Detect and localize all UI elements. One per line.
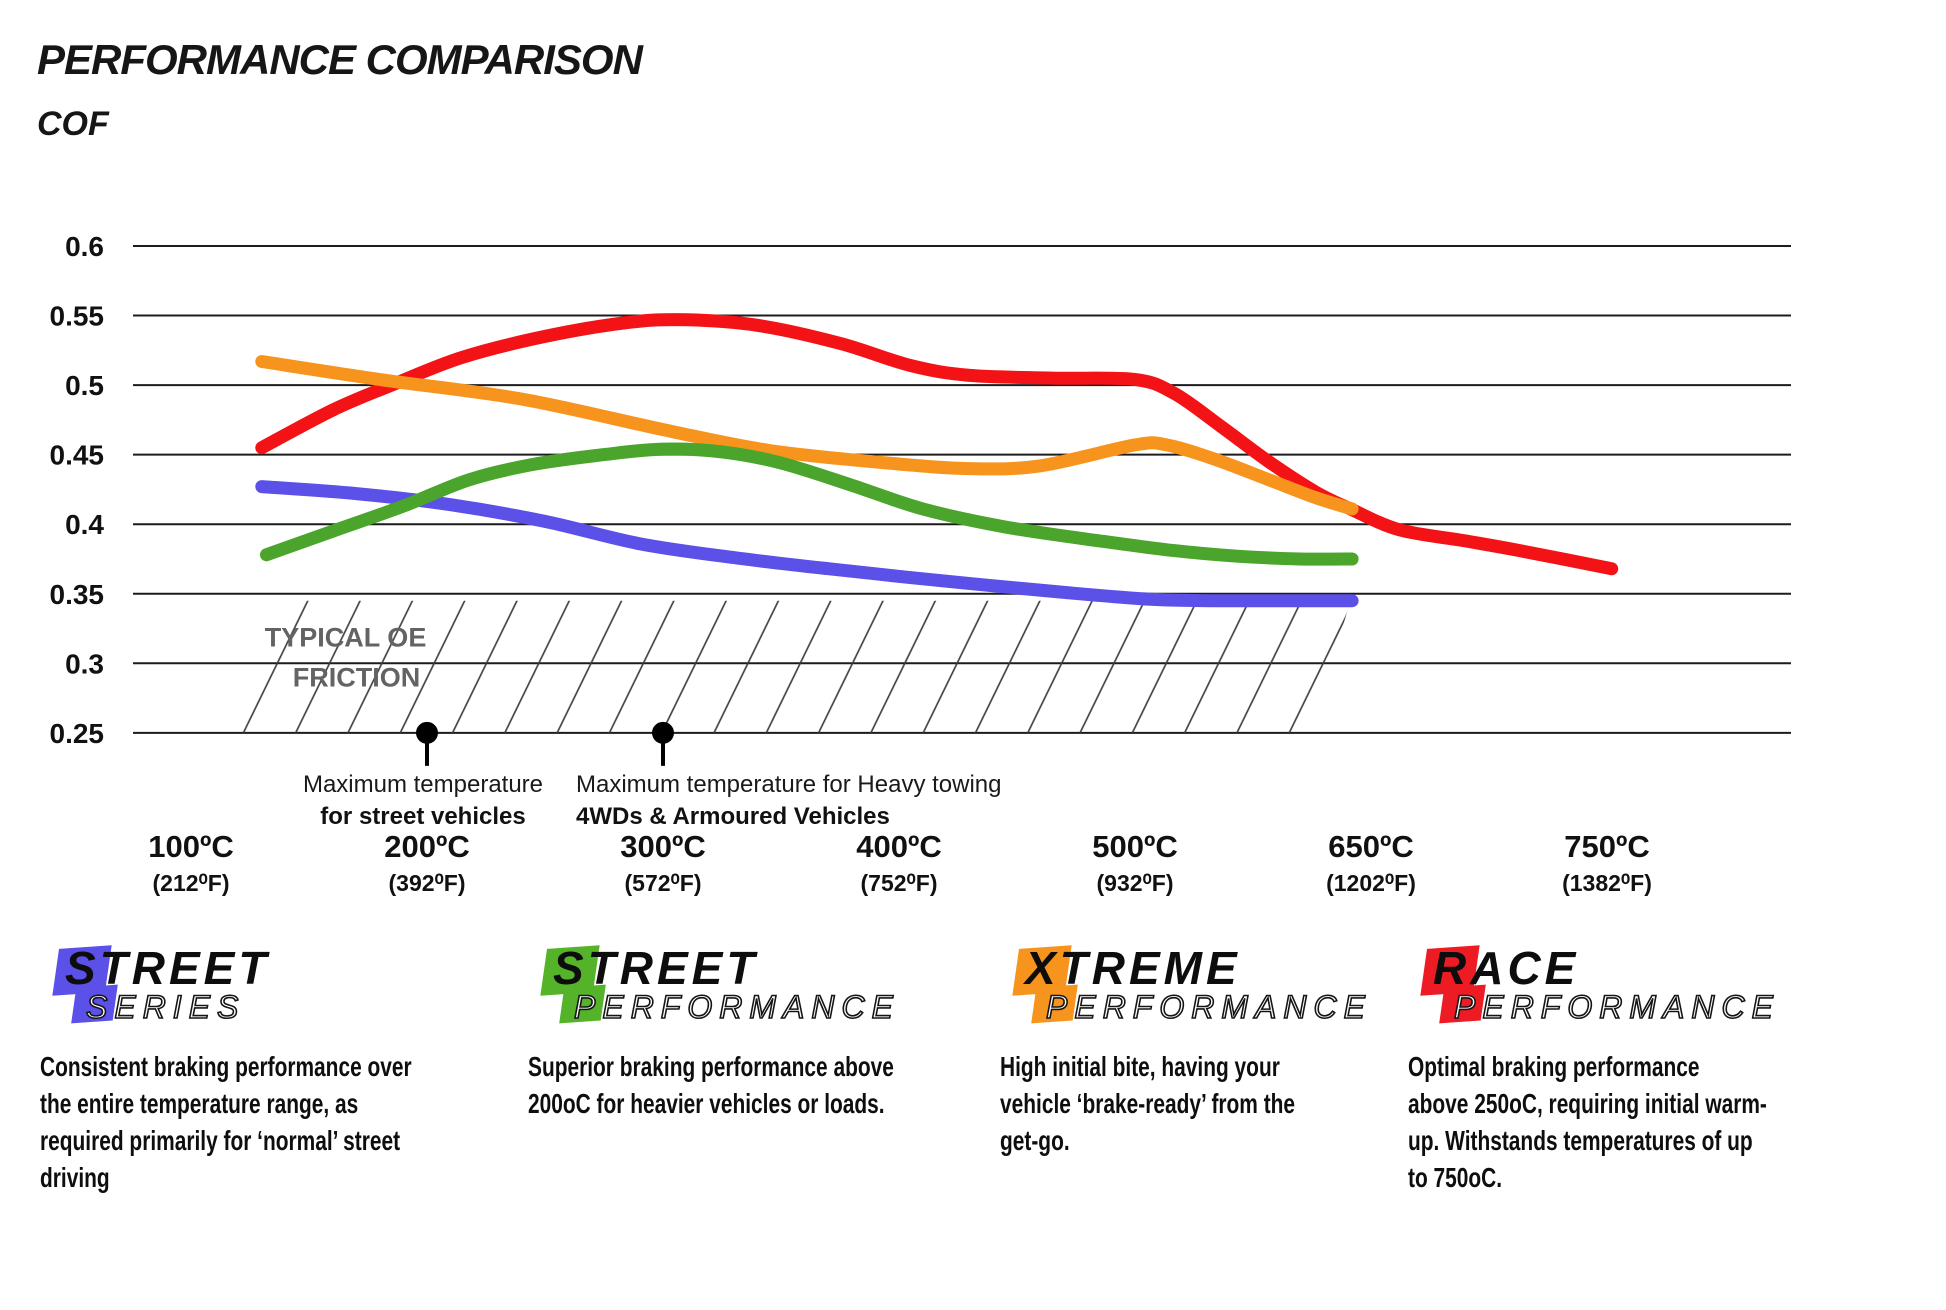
series-xtreme-performance bbox=[255, 355, 1359, 516]
svg-text:100ºC: 100ºC bbox=[148, 829, 233, 864]
svg-text:400ºC: 400ºC bbox=[856, 829, 941, 864]
logo-word1: STREET bbox=[553, 942, 759, 994]
svg-text:300ºC: 300ºC bbox=[620, 829, 705, 864]
svg-text:0.6: 0.6 bbox=[65, 231, 104, 262]
page-title: PERFORMANCE COMPARISON bbox=[37, 36, 643, 83]
legend-description: High initial bite, having your vehicle ‘b… bbox=[1000, 1051, 1296, 1156]
series-race-performance bbox=[255, 313, 1619, 576]
logo-word2: PERFORMANCE bbox=[1453, 988, 1780, 1026]
legend-description: Superior braking performance above 200oC … bbox=[528, 1051, 894, 1119]
logo-word2: PERFORMANCE bbox=[573, 988, 900, 1026]
max-temperature-marker bbox=[416, 721, 438, 744]
logo-word2: SERIES bbox=[85, 988, 246, 1026]
y-axis-title: COF bbox=[37, 105, 109, 143]
series-street-series bbox=[255, 480, 1359, 608]
race-performance-logo: RACE PERFORMANCE bbox=[1408, 942, 1878, 1045]
svg-text:750ºC: 750ºC bbox=[1564, 829, 1649, 864]
svg-text:200ºC: 200ºC bbox=[384, 829, 469, 864]
legend-xtreme-performance: XTREME PERFORMANCE High initial bite, ha… bbox=[1000, 942, 1470, 1156]
svg-text:0.35: 0.35 bbox=[50, 579, 105, 610]
svg-text:4WDs & Armoured Vehicles: 4WDs & Armoured Vehicles bbox=[576, 803, 890, 830]
svg-text:500ºC: 500ºC bbox=[1092, 829, 1177, 864]
legend-description: Optimal braking performance above 250oC, … bbox=[1408, 1051, 1767, 1193]
svg-text:Maximum temperature for Heavy: Maximum temperature for Heavy towing bbox=[576, 771, 1001, 798]
legend-street-performance: STREET PERFORMANCE Superior braking perf… bbox=[528, 942, 998, 1119]
legend-description: Consistent braking performance over the e… bbox=[40, 1051, 412, 1193]
svg-text:(212⁰F): (212⁰F) bbox=[153, 870, 230, 896]
legend-race-performance: RACE PERFORMANCE Optimal braking perform… bbox=[1408, 942, 1878, 1193]
svg-text:for street vehicles: for street vehicles bbox=[320, 803, 525, 830]
svg-text:(1202⁰F): (1202⁰F) bbox=[1326, 870, 1416, 896]
series-street-performance bbox=[260, 442, 1359, 566]
logo-word1: STREET bbox=[65, 942, 271, 994]
svg-text:(392⁰F): (392⁰F) bbox=[389, 870, 466, 896]
xtreme-performance-logo: XTREME PERFORMANCE bbox=[1000, 942, 1470, 1045]
svg-text:TYPICAL OE: TYPICAL OE bbox=[265, 623, 427, 653]
svg-text:FRICTION: FRICTION bbox=[293, 663, 421, 693]
legend-street-series: STREET SERIES Consistent braking perform… bbox=[40, 942, 510, 1193]
logo-word1: XTREME bbox=[1025, 942, 1241, 994]
street-series-logo: STREET SERIES bbox=[40, 942, 510, 1045]
cof-line-chart: 0.6 0.55 0.5 0.45 0.4 0.35 0.3 0.25 TYPICAL OE FR… bbox=[50, 231, 1791, 896]
svg-text:0.25: 0.25 bbox=[50, 718, 105, 749]
svg-text:0.4: 0.4 bbox=[65, 509, 104, 540]
svg-text:Maximum temperature: Maximum temperature bbox=[303, 771, 543, 798]
street-performance-logo: STREET PERFORMANCE bbox=[528, 942, 998, 1045]
svg-text:(932⁰F): (932⁰F) bbox=[1097, 870, 1174, 896]
svg-text:0.55: 0.55 bbox=[50, 301, 105, 332]
logo-word2: PERFORMANCE bbox=[1045, 988, 1372, 1026]
max-temperature-marker bbox=[652, 721, 674, 744]
svg-text:(1382⁰F): (1382⁰F) bbox=[1562, 870, 1652, 896]
svg-text:0.45: 0.45 bbox=[50, 440, 105, 471]
svg-text:0.3: 0.3 bbox=[65, 648, 104, 679]
logo-word1: RACE bbox=[1433, 942, 1580, 994]
svg-text:650ºC: 650ºC bbox=[1328, 829, 1413, 864]
svg-text:(752⁰F): (752⁰F) bbox=[861, 870, 938, 896]
svg-text:0.5: 0.5 bbox=[65, 370, 104, 401]
svg-text:(572⁰F): (572⁰F) bbox=[625, 870, 702, 896]
